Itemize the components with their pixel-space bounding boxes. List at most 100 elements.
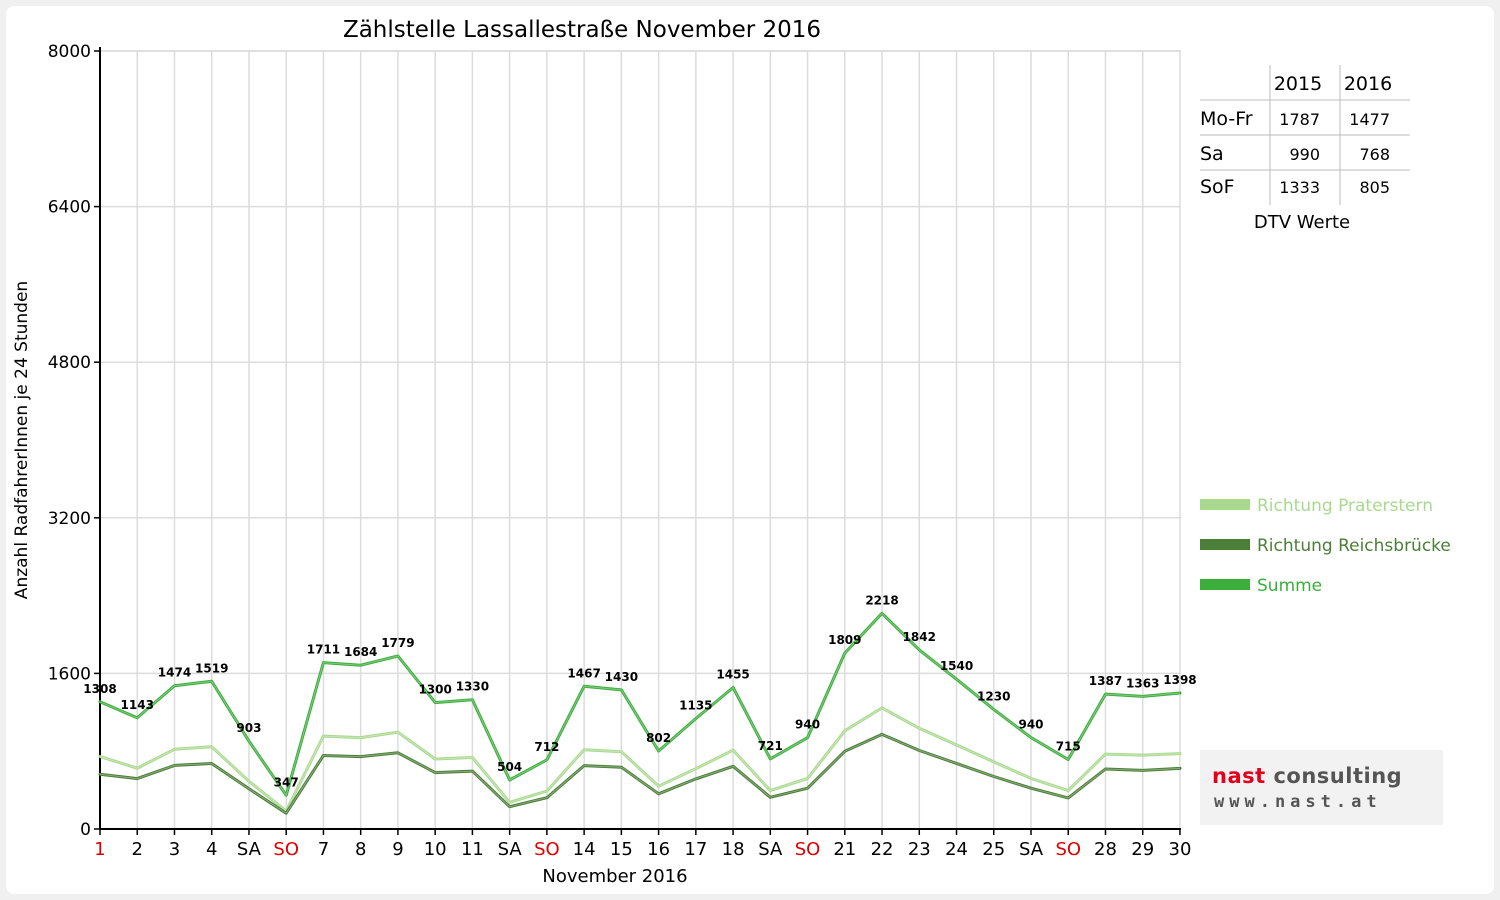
dtv-row-label: Mo-Fr <box>1200 108 1253 130</box>
dtv-value: 805 <box>1359 178 1390 197</box>
x-tick-label: 16 <box>647 839 670 860</box>
legend-label: Richtung Praterstern <box>1257 496 1433 516</box>
series-line <box>98 706 1182 813</box>
data-label: 712 <box>534 740 559 754</box>
data-label: 1300 <box>418 683 451 697</box>
data-labels: 1308 1143 1474 1519 903 347 1711 1684 1779 1300 13… <box>83 593 1196 789</box>
x-tick-label: 22 <box>871 839 894 860</box>
data-label: 1474 <box>158 666 191 680</box>
data-label: 1467 <box>567 666 600 680</box>
data-label: 1684 <box>344 645 377 659</box>
data-label: 1230 <box>977 689 1010 703</box>
x-tick-label: 7 <box>318 839 329 860</box>
series-line-highlight <box>99 733 1181 814</box>
x-tick-label: 8 <box>355 839 366 860</box>
y-tick-label: 4800 <box>48 353 91 373</box>
data-label: 802 <box>646 731 671 745</box>
x-tick-label: 14 <box>573 839 596 860</box>
data-label: 504 <box>497 760 522 774</box>
data-label: 1330 <box>456 680 489 694</box>
dtv-value: 990 <box>1289 145 1320 164</box>
x-tick-label: 10 <box>424 839 447 860</box>
data-label: 903 <box>236 721 261 735</box>
data-label: 721 <box>758 739 783 753</box>
y-tick-label: 8000 <box>48 42 91 62</box>
y-tick-labels: 0 1600 3200 4800 6400 8000 <box>48 42 91 840</box>
x-tick-label: 29 <box>1131 839 1154 860</box>
data-label: 2218 <box>865 593 898 607</box>
x-tick-label: 30 <box>1169 839 1192 860</box>
dtv-value: 768 <box>1359 145 1390 164</box>
x-tick-label: SO <box>534 839 560 860</box>
x-tick-label: SA <box>498 839 523 860</box>
dtv-value: 1477 <box>1349 110 1390 129</box>
x-tick-labels: 1 2 3 4 SA SO 7 8 9 10 11 SA SO 14 15 16 17 18 SA SO 21 22 23 2… <box>94 839 1191 860</box>
x-tick-label: 18 <box>722 839 745 860</box>
x-tick-label: SA <box>237 839 262 860</box>
data-label: 1387 <box>1089 674 1122 688</box>
y-axis-title: Anzahl RadfahrerInnen je 24 Stunden <box>12 281 32 599</box>
axes <box>94 47 1181 835</box>
legend-swatch <box>1200 579 1250 590</box>
x-tick-label: SO <box>273 839 299 860</box>
y-tick-label: 0 <box>80 820 91 840</box>
dtv-header-2015: 2015 <box>1274 73 1322 95</box>
x-tick-label: 2 <box>132 839 143 860</box>
logo-brand-prefix: nast <box>1212 764 1274 788</box>
x-tick-label: 4 <box>206 839 217 860</box>
x-tick-label: 1 <box>94 839 105 860</box>
legend-label: Summe <box>1257 576 1322 596</box>
data-label: 1143 <box>121 698 154 712</box>
y-tick-label: 1600 <box>48 664 91 684</box>
legend-swatch <box>1200 499 1250 510</box>
chart-title: Zählstelle Lassallestraße November 2016 <box>343 17 821 43</box>
dtv-row-label: Sa <box>1200 143 1224 165</box>
x-tick-label: 28 <box>1094 839 1117 860</box>
data-label: 1135 <box>679 699 712 713</box>
legend: Richtung Praterstern Richtung Reichsbrück… <box>1200 496 1451 596</box>
x-tick-label: 17 <box>684 839 707 860</box>
x-tick-label: SO <box>795 839 821 860</box>
series-line-highlight <box>99 707 1181 812</box>
x-tick-label: 24 <box>945 839 968 860</box>
series-line-highlight <box>99 612 1181 796</box>
dtv-row-label: SoF <box>1200 176 1235 198</box>
data-label: 347 <box>274 775 299 789</box>
data-label: 1779 <box>381 636 414 650</box>
data-label: 1363 <box>1126 676 1159 690</box>
data-label: 940 <box>1018 718 1043 732</box>
data-label: 1842 <box>903 630 936 644</box>
logo-wordmark: nast consulting <box>1212 764 1402 788</box>
x-axis-title: November 2016 <box>542 866 687 887</box>
dtv-header-2016: 2016 <box>1344 73 1392 95</box>
grid-lines <box>100 50 1181 829</box>
series-lines <box>98 611 1182 815</box>
data-label: 1398 <box>1163 673 1196 687</box>
data-label: 1809 <box>828 633 861 647</box>
data-label: 1540 <box>940 659 973 673</box>
x-tick-label: 21 <box>833 839 856 860</box>
x-tick-label: 9 <box>392 839 403 860</box>
x-tick-label: 11 <box>461 839 484 860</box>
x-tick-label: SA <box>1019 839 1044 860</box>
legend-label: Richtung Reichsbrücke <box>1257 536 1451 556</box>
x-tick-label: 23 <box>908 839 931 860</box>
x-tick-label: SA <box>758 839 783 860</box>
x-tick-label: 15 <box>610 839 633 860</box>
data-label: 1430 <box>605 670 638 684</box>
x-tick-label: 25 <box>982 839 1005 860</box>
data-label: 1519 <box>195 661 228 675</box>
y-tick-label: 6400 <box>48 198 91 218</box>
x-tick-label: SO <box>1055 839 1081 860</box>
dtv-value: 1333 <box>1279 178 1320 197</box>
logo-brand-suffix: consulting <box>1273 764 1403 788</box>
dtv-table: 2015 2016 Mo-Fr 1787 1477 Sa 990 768 SoF… <box>1200 65 1410 233</box>
series-line <box>98 732 1182 815</box>
data-label: 940 <box>795 718 820 732</box>
dtv-caption: DTV Werte <box>1254 212 1350 233</box>
data-label: 715 <box>1056 739 1081 753</box>
y-tick-label: 3200 <box>48 509 91 529</box>
logo-url: www.nast.at <box>1214 792 1382 812</box>
